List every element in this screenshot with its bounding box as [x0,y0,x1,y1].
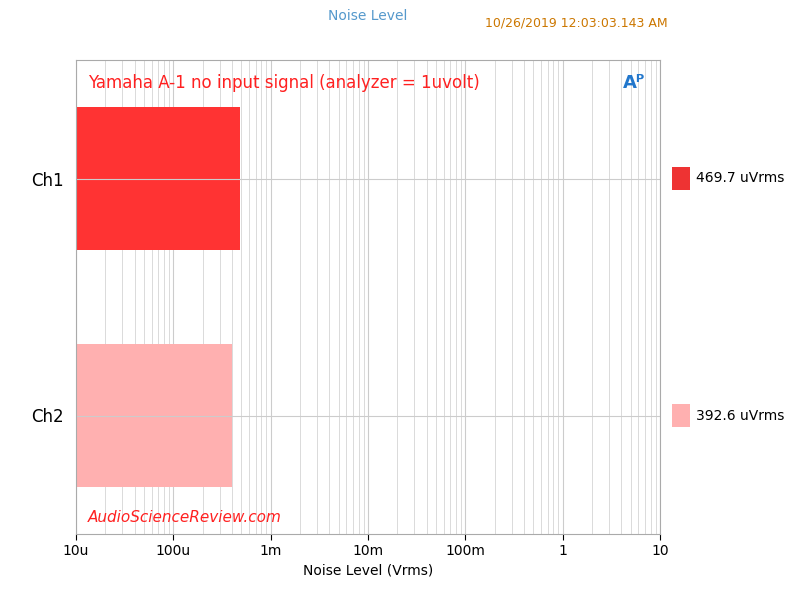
Text: 10/26/2019 12:03:03.143 AM: 10/26/2019 12:03:03.143 AM [486,17,668,30]
Text: Yamaha A-1 no input signal (analyzer = 1uvolt): Yamaha A-1 no input signal (analyzer = 1… [88,74,479,92]
X-axis label: Noise Level (Vrms): Noise Level (Vrms) [303,564,433,578]
Text: Noise Level: Noise Level [328,9,408,23]
Bar [76,344,232,487]
Bar [76,107,240,250]
Text: AudioScienceReview.com: AudioScienceReview.com [88,509,282,524]
Text: 392.6 uVrms: 392.6 uVrms [696,409,784,422]
Text: Aᴾ: Aᴾ [623,74,646,92]
Text: 469.7 uVrms: 469.7 uVrms [696,172,784,185]
